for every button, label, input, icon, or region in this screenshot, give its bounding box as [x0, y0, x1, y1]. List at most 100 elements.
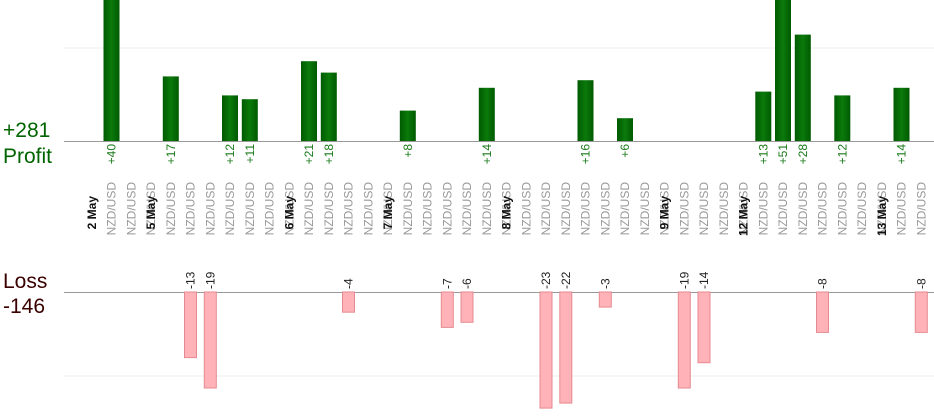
loss-value-label: -13 [184, 271, 198, 289]
profit-bar [399, 110, 416, 141]
pair-label: NZD/USD [756, 182, 770, 236]
profit-value-label: +18 [322, 144, 336, 165]
profit-bar [103, 0, 120, 141]
profit-value-label: +16 [579, 144, 593, 165]
pair-label: NZD/USD [539, 182, 553, 236]
pair-label: NZD/USD [855, 182, 869, 236]
loss-value-label: -8 [914, 278, 928, 289]
date-label: 13 May [875, 196, 889, 236]
pair-label: NZD/USD [282, 182, 296, 236]
loss-value-label: -3 [598, 278, 612, 289]
loss-bar [677, 291, 691, 389]
loss-value-label: -6 [460, 278, 474, 289]
profit-value-label: +12 [835, 144, 849, 165]
pair-label: NZD/USD [440, 182, 454, 236]
loss-value-label: -22 [559, 271, 573, 289]
profit-value-label: +51 [776, 144, 790, 165]
profit-total: +281 [3, 119, 50, 142]
loss-bar [460, 291, 474, 323]
pair-label: NZD/USD [914, 182, 928, 236]
loss-bar [203, 291, 217, 389]
pair-label: NZD/USD [776, 182, 790, 236]
loss-bar [697, 291, 711, 364]
loss-label: Loss [3, 270, 47, 293]
pair-label: NZD/USD [361, 182, 375, 236]
pair-label: NZD/USD [144, 182, 158, 236]
loss-bar [598, 291, 612, 308]
profit-bar [775, 0, 791, 142]
profit-label: Profit [3, 145, 52, 168]
profit-bar [162, 76, 179, 141]
profit-value-label: +12 [223, 144, 237, 165]
pair-label: NZD/USD [895, 182, 909, 236]
loss-value-label: -19 [203, 271, 217, 289]
loss-value-label: -14 [697, 271, 711, 289]
pair-label: NZD/USD [816, 182, 830, 236]
pair-label: NZD/USD [598, 182, 612, 236]
pair-label: NZD/USD [223, 182, 237, 236]
loss-bar [440, 291, 454, 328]
loss-value-label: -8 [816, 278, 830, 289]
profit-value-label: +17 [164, 144, 178, 165]
loss-value-label: -23 [539, 271, 553, 289]
date-label: 12 May [737, 196, 751, 236]
pair-label: NZD/USD [638, 182, 652, 236]
pair-label: NZD/USD [658, 182, 672, 236]
profit-bar [241, 99, 258, 141]
profit-value-label: +8 [401, 144, 415, 158]
loss-bar [342, 291, 355, 313]
profit-value-label: +13 [756, 144, 770, 165]
profit-bar [617, 118, 633, 141]
pair-label: NZD/USD [302, 182, 316, 236]
pair-label: NZD/USD [381, 182, 395, 236]
date-label: 5 May [144, 196, 158, 230]
loss-value-label: -4 [342, 278, 356, 289]
pair-label: NZD/USD [480, 182, 494, 236]
loss-value-label: -19 [677, 271, 691, 289]
loss-bar [539, 291, 553, 409]
pair-label: NZD/USD [164, 182, 178, 236]
pair-label: NZD/USD [737, 182, 751, 236]
pair-label: NZD/USD [579, 182, 593, 236]
loss-total: -146 [3, 295, 45, 318]
loss-bar [816, 291, 829, 333]
loss-bar [914, 291, 928, 333]
profit-value-label: +14 [480, 144, 494, 165]
loss-bar [184, 291, 197, 359]
profit-bar [577, 80, 594, 141]
pair-label: NZD/USD [677, 182, 691, 236]
profit-value-label: +40 [105, 144, 119, 165]
loss-bar [559, 291, 573, 404]
profit-bar [755, 91, 772, 141]
pair-label: NZD/USD [796, 182, 810, 236]
loss-value-label: -7 [440, 278, 454, 289]
pair-label: NZD/USD [717, 182, 731, 236]
pair-label: NZD/USD [203, 182, 217, 236]
pair-label: NZD/USD [184, 182, 198, 236]
pair-label: NZD/USD [421, 182, 435, 236]
profit-value-label: +11 [243, 144, 257, 164]
date-label: 9 May [658, 196, 672, 230]
pair-label: NZD/USD [618, 182, 632, 236]
pair-label: NZD/USD [835, 182, 849, 236]
pair-label: NZD/USD [263, 182, 277, 236]
pair-label: NZD/USD [460, 182, 474, 236]
pair-label: NZD/USD [519, 182, 533, 236]
pair-label: NZD/USD [697, 182, 711, 236]
date-label: 2 May [85, 196, 99, 230]
profit-value-label: +6 [618, 144, 632, 158]
pair-label: NZD/USD [124, 182, 138, 236]
date-label: 7 May [381, 196, 395, 230]
pair-label: NZD/USD [875, 182, 889, 236]
date-label: 6 May [282, 196, 296, 230]
profit-bar [893, 87, 910, 141]
profit-bar [794, 34, 811, 141]
pair-label: NZD/USD [105, 182, 119, 236]
profit-bar [834, 95, 851, 141]
pair-label: NZD/USD [500, 182, 514, 236]
profit-bar [320, 72, 337, 141]
profit-value-label: +14 [895, 144, 909, 165]
pair-label: NZD/USD [322, 182, 336, 236]
